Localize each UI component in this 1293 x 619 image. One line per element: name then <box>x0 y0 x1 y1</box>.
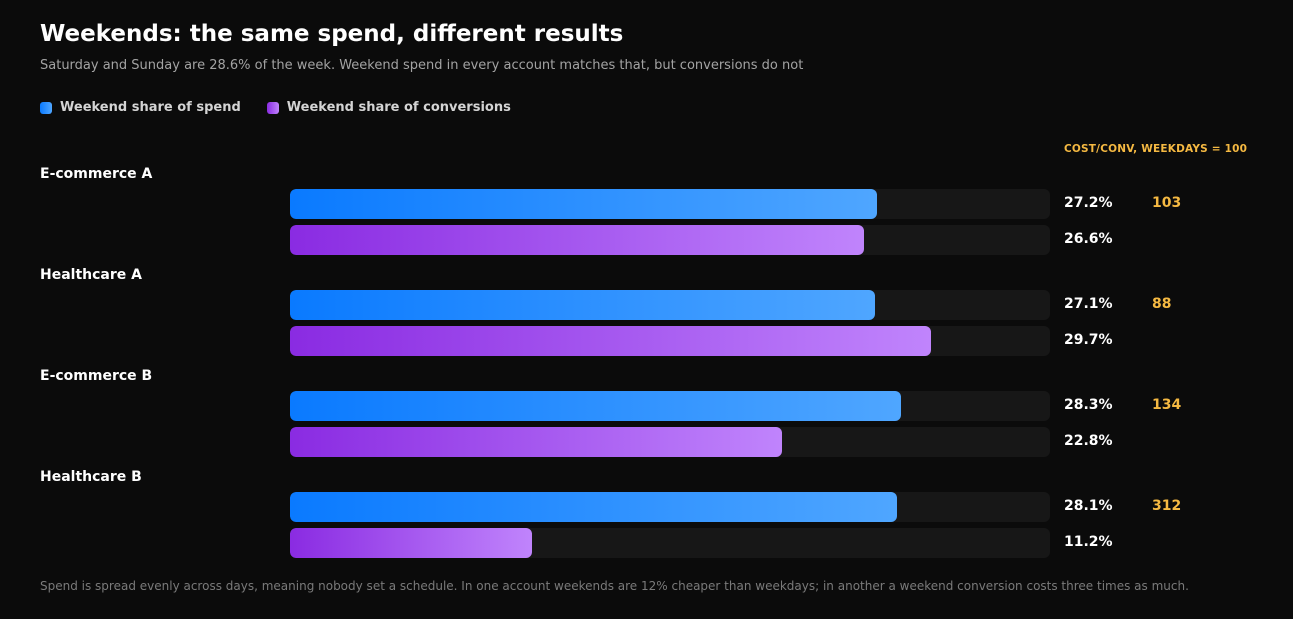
bar-track-spend <box>290 290 1050 320</box>
cost-per-conversion-value: 103 <box>1152 195 1182 211</box>
cost-per-conversion-value: 88 <box>1152 296 1172 312</box>
legend-swatch-conversions <box>266 101 279 114</box>
value-label-conversions: 29.7% <box>1064 332 1113 348</box>
value-label-conversions: 11.2% <box>1064 534 1113 550</box>
legend-label-spend: Weekend share of spend <box>60 100 241 115</box>
chart-title: Weekends: the same spend, different resu… <box>40 21 624 47</box>
category-label: Healthcare B <box>40 469 142 485</box>
bar-spend <box>290 189 878 219</box>
footnote: Spend is spread evenly across days, mean… <box>40 579 1189 593</box>
legend-label-conversions: Weekend share of conversions <box>286 100 511 115</box>
bar-spend <box>290 290 876 320</box>
bar-conversions <box>290 326 932 356</box>
bar-track-spend <box>290 492 1050 522</box>
bar-track-spend <box>290 189 1050 219</box>
value-label-spend: 27.2% <box>1064 195 1113 211</box>
bar-track-conversions <box>290 427 1050 457</box>
bar-spend <box>290 391 902 421</box>
category-label: E-commerce A <box>40 166 153 182</box>
cost-per-conversion-header: COST/CONV, WEEKDAYS = 100 <box>1064 143 1248 155</box>
bar-track-conversions <box>290 528 1050 558</box>
cost-per-conversion-value: 312 <box>1152 498 1182 514</box>
bar-track-conversions <box>290 225 1050 255</box>
value-label-conversions: 22.8% <box>1064 433 1113 449</box>
bar-conversions <box>290 427 783 457</box>
value-label-spend: 27.1% <box>1064 296 1113 312</box>
bar-track-spend <box>290 391 1050 421</box>
value-label-spend: 28.3% <box>1064 397 1113 413</box>
bar-conversions <box>290 528 532 558</box>
value-label-spend: 28.1% <box>1064 498 1113 514</box>
legend-swatch-spend <box>40 101 52 114</box>
bar-conversions <box>290 225 865 255</box>
legend-item-spend: Weekend share of spend <box>40 100 241 115</box>
bar-track-conversions <box>290 326 1050 356</box>
cost-per-conversion-value: 134 <box>1152 397 1182 413</box>
value-label-conversions: 26.6% <box>1064 231 1113 247</box>
legend-item-conversions: Weekend share of conversions <box>266 100 511 115</box>
category-label: E-commerce B <box>40 368 153 384</box>
bar-spend <box>290 492 897 522</box>
chart-subtitle: Saturday and Sunday are 28.6% of the wee… <box>40 58 804 73</box>
category-label: Healthcare A <box>40 267 142 283</box>
legend: Weekend share of spend Weekend share of … <box>40 100 537 115</box>
